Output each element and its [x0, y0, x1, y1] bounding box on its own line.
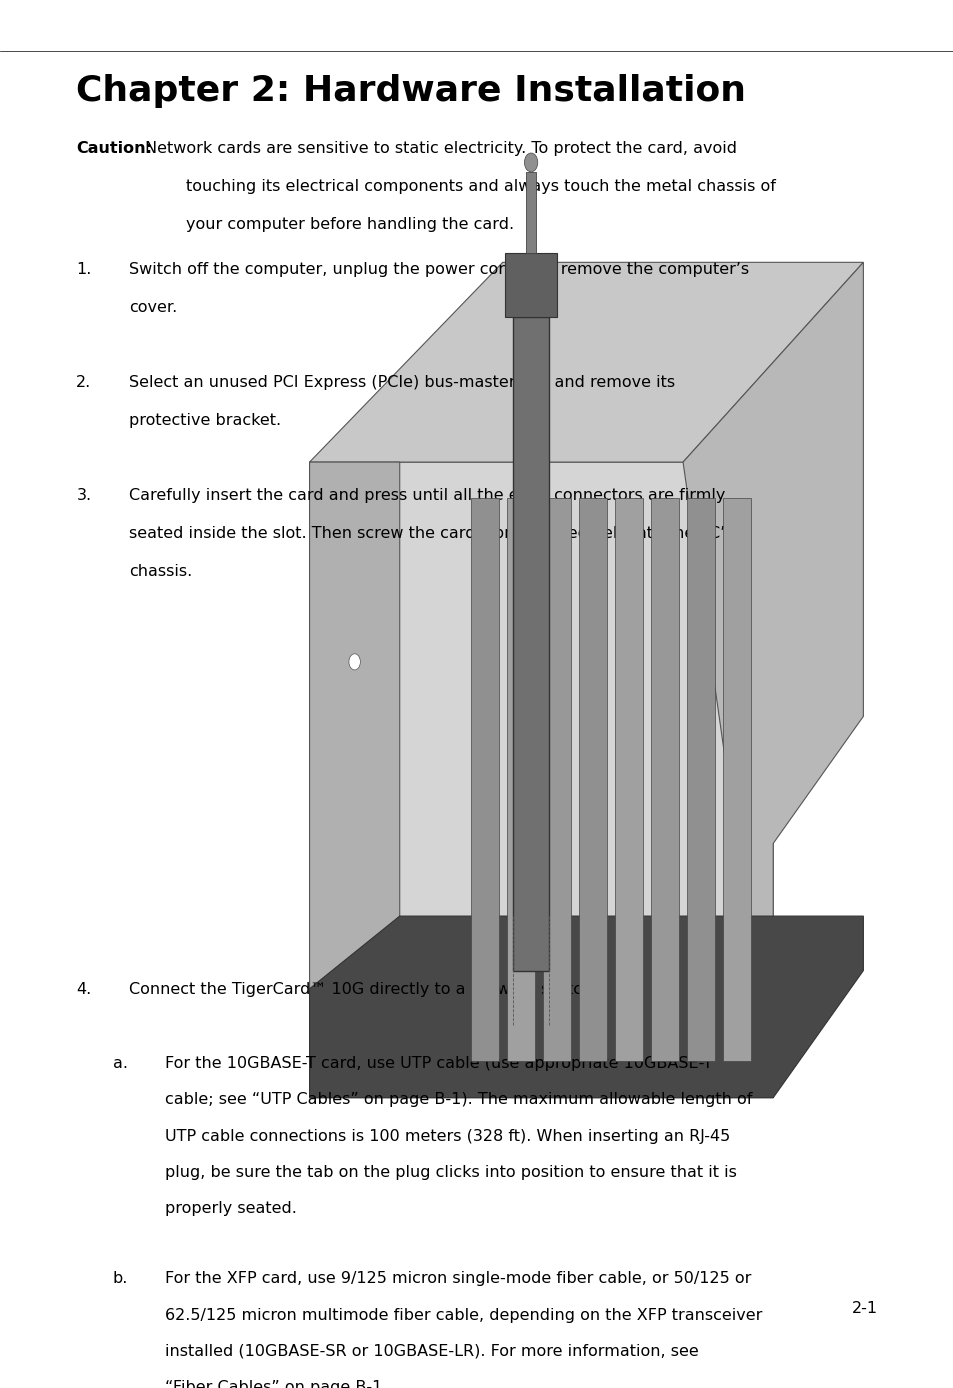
Polygon shape [470, 498, 498, 1062]
Polygon shape [506, 498, 535, 1062]
Text: 3.: 3. [76, 489, 91, 504]
Polygon shape [309, 916, 862, 1098]
Polygon shape [614, 498, 642, 1062]
Circle shape [349, 654, 360, 670]
Text: properly seated.: properly seated. [165, 1201, 296, 1216]
Text: 2-1: 2-1 [851, 1301, 877, 1316]
Text: 1.: 1. [76, 262, 91, 278]
Text: Select an unused PCI Express (PCIe) bus-master slot and remove its: Select an unused PCI Express (PCIe) bus-… [129, 375, 674, 390]
Text: protective bracket.: protective bracket. [129, 414, 280, 428]
Text: chassis.: chassis. [129, 564, 192, 579]
Polygon shape [513, 316, 549, 970]
Text: cable; see “UTP Cables” on page B-1). The maximum allowable length of: cable; see “UTP Cables” on page B-1). Th… [165, 1092, 752, 1108]
Polygon shape [578, 498, 606, 1062]
Text: 4.: 4. [76, 981, 91, 997]
Text: Connect the TigerCard™ 10G directly to a network switch.: Connect the TigerCard™ 10G directly to a… [129, 981, 597, 997]
Text: Caution:: Caution: [76, 142, 152, 157]
Text: UTP cable connections is 100 meters (328 ft). When inserting an RJ-45: UTP cable connections is 100 meters (328… [165, 1128, 730, 1144]
Polygon shape [722, 498, 751, 1062]
Text: 62.5/125 micron multimode fiber cable, depending on the XFP transceiver: 62.5/125 micron multimode fiber cable, d… [165, 1307, 761, 1323]
Polygon shape [650, 498, 679, 1062]
Polygon shape [309, 462, 399, 1098]
Text: For the 10GBASE-T card, use UTP cable (use appropriate 10GBASE-T: For the 10GBASE-T card, use UTP cable (u… [165, 1056, 712, 1072]
Text: b.: b. [112, 1271, 128, 1287]
Text: Switch off the computer, unplug the power cord, and remove the computer’s: Switch off the computer, unplug the powe… [129, 262, 748, 278]
Polygon shape [309, 462, 772, 1098]
Polygon shape [525, 172, 536, 253]
Polygon shape [542, 498, 571, 1062]
Text: Carefully insert the card and press until all the edge connectors are firmly: Carefully insert the card and press unti… [129, 489, 724, 504]
Text: Chapter 2: Hardware Installation: Chapter 2: Hardware Installation [76, 74, 745, 108]
Text: plug, be sure the tab on the plug clicks into position to ensure that it is: plug, be sure the tab on the plug clicks… [165, 1165, 736, 1180]
Text: Network cards are sensitive to static electricity. To protect the card, avoid: Network cards are sensitive to static el… [145, 142, 737, 157]
Polygon shape [309, 262, 862, 462]
Text: touching its electrical components and always touch the metal chassis of: touching its electrical components and a… [186, 179, 775, 194]
Text: a.: a. [112, 1056, 128, 1072]
Text: For the XFP card, use 9/125 micron single-mode fiber cable, or 50/125 or: For the XFP card, use 9/125 micron singl… [165, 1271, 751, 1287]
Text: seated inside the slot. Then screw the card’s bracket securely into the PC’s: seated inside the slot. Then screw the c… [129, 526, 733, 541]
Polygon shape [682, 262, 862, 1098]
Circle shape [524, 153, 537, 172]
Text: installed (10GBASE-SR or 10GBASE-LR). For more information, see: installed (10GBASE-SR or 10GBASE-LR). Fo… [165, 1344, 698, 1359]
Text: “Fiber Cables” on page B-1.: “Fiber Cables” on page B-1. [165, 1380, 387, 1388]
Text: cover.: cover. [129, 300, 177, 315]
Polygon shape [686, 498, 715, 1062]
Polygon shape [505, 253, 557, 316]
Text: your computer before handling the card.: your computer before handling the card. [186, 217, 514, 232]
Text: 2.: 2. [76, 375, 91, 390]
